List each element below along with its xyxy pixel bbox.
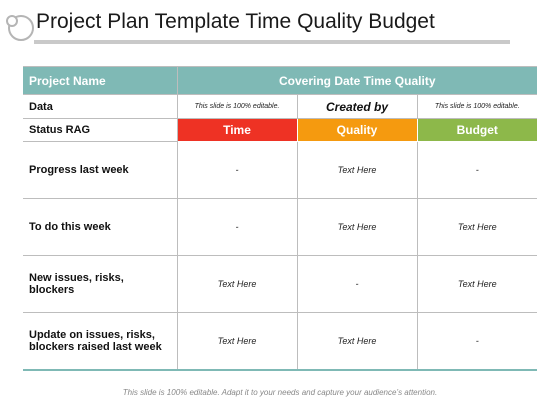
table-row: To do this week - Text Here Text Here [23,198,538,256]
data-row: Data This slide is 100% editable. Create… [23,94,538,119]
status-rag-label: Status RAG [23,118,178,142]
table-cell: - [176,198,298,256]
table-cell: Text Here [416,255,538,313]
table-bottom-rule [23,369,537,371]
table-row: New issues, risks, blockers Text Here - … [23,255,538,313]
row-label: To do this week [23,198,178,256]
table-cell: - [296,255,418,313]
table-cell: Text Here [176,312,298,370]
status-rag-row: Status RAG Time Quality Budget [23,118,538,142]
title-divider [34,40,510,44]
row-label: Progress last week [23,141,178,199]
table-cell: - [416,141,538,199]
data-cell-1: This slide is 100% editable. [176,94,298,119]
table-header-row: Project Name Covering Date Time Quality [23,66,538,95]
header-project-name: Project Name [23,66,178,95]
rag-time-cell: Time [176,118,298,142]
table-row: Progress last week - Text Here - [23,141,538,199]
created-by-cell: Created by [296,94,418,119]
rag-quality-cell: Quality [296,118,418,142]
table-cell: - [176,141,298,199]
page-title: Project Plan Template Time Quality Budge… [36,10,435,33]
header-covering-date: Covering Date Time Quality [176,66,538,95]
table-cell: - [416,312,538,370]
rag-budget-cell: Budget [416,118,538,142]
decorative-circles-icon [6,15,34,41]
project-plan-table: Project Name Covering Date Time Quality … [23,66,538,370]
row-label: Update on issues, risks, blockers raised… [23,312,178,370]
table-cell: Text Here [296,312,418,370]
row-label: New issues, risks, blockers [23,255,178,313]
table-cell: Text Here [296,141,418,199]
table-cell: Text Here [416,198,538,256]
footer-note: This slide is 100% editable. Adapt it to… [122,388,438,397]
data-cell-3: This slide is 100% editable. [416,94,538,119]
table-cell: Text Here [296,198,418,256]
table-row: Update on issues, risks, blockers raised… [23,312,538,370]
data-row-label: Data [23,94,178,119]
table-cell: Text Here [176,255,298,313]
